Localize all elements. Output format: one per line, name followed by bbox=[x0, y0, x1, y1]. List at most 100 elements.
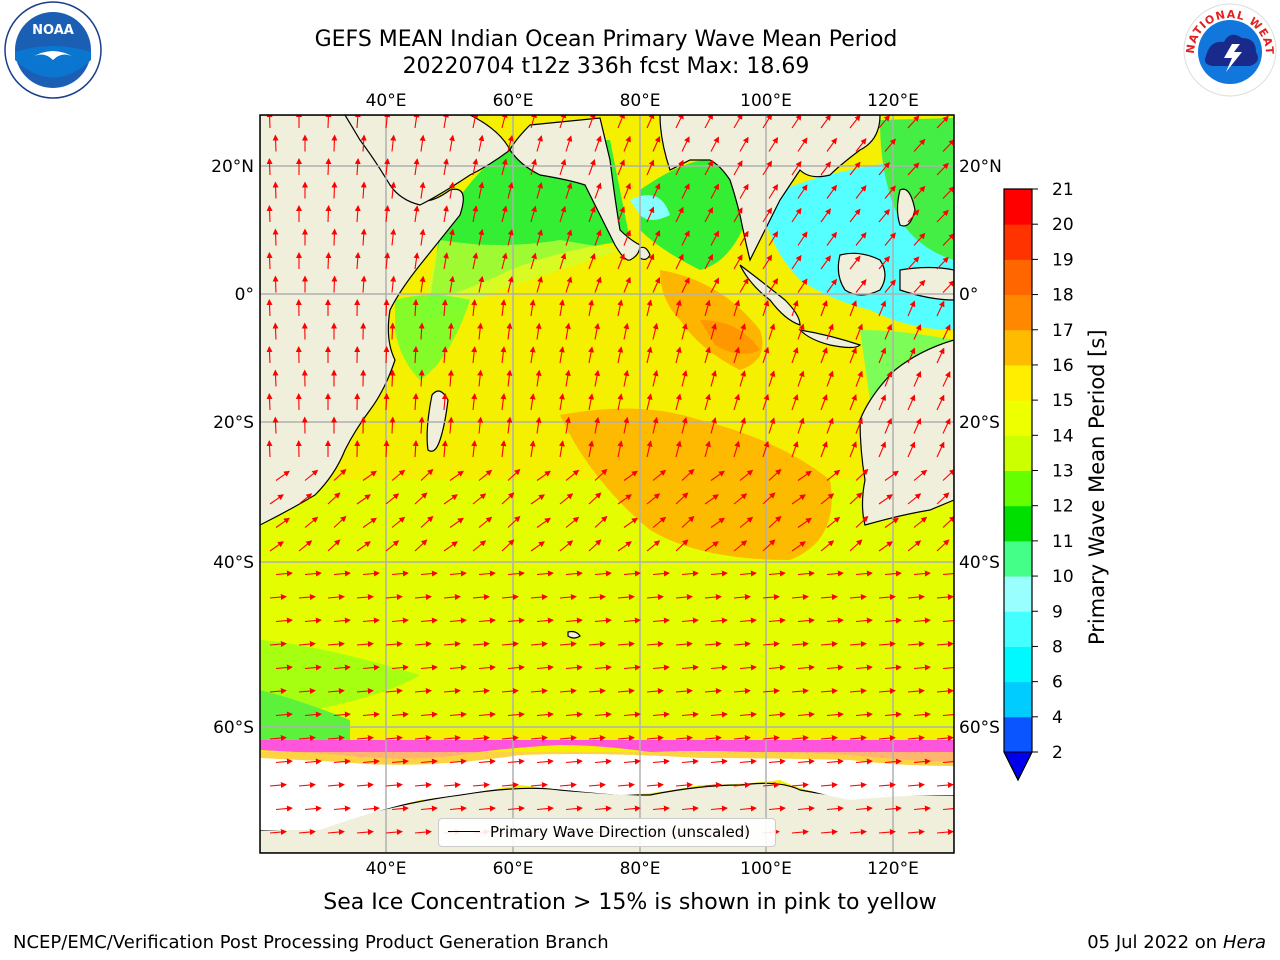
wave-direction-arrow bbox=[820, 300, 828, 317]
wave-direction-arrow bbox=[414, 782, 432, 789]
wave-direction-arrow bbox=[420, 664, 438, 671]
wave-direction-arrow bbox=[623, 758, 641, 765]
wave-direction-arrow bbox=[304, 617, 322, 624]
wave-direction-arrow bbox=[565, 570, 583, 577]
wave-direction-arrow bbox=[391, 805, 409, 812]
wave-direction-arrow bbox=[768, 570, 786, 577]
wave-direction-arrow bbox=[826, 664, 844, 671]
wave-direction-arrow bbox=[266, 440, 273, 458]
wave-direction-arrow bbox=[826, 805, 844, 812]
wave-direction-arrow bbox=[420, 805, 438, 812]
wave-direction-arrow bbox=[617, 494, 632, 505]
wave-direction-arrow bbox=[472, 493, 487, 505]
wave-direction-arrow bbox=[449, 711, 467, 718]
wave-direction-arrow bbox=[588, 594, 606, 601]
wave-direction-arrow bbox=[768, 758, 786, 765]
wave-direction-arrow bbox=[907, 688, 925, 695]
wave-direction-arrow bbox=[913, 370, 922, 387]
colorbar-segment bbox=[1004, 224, 1032, 260]
wave-direction-arrow bbox=[414, 688, 432, 695]
wave-direction-arrow bbox=[275, 664, 293, 671]
wave-direction-arrow bbox=[588, 393, 595, 411]
wave-direction-arrow bbox=[907, 209, 920, 223]
wave-direction-arrow bbox=[681, 711, 699, 718]
lat-label-right: 60°S bbox=[959, 718, 1000, 738]
colorbar-tick-label: 16 bbox=[1052, 356, 1074, 376]
wave-direction-arrow bbox=[936, 641, 954, 648]
wave-direction-arrow bbox=[768, 417, 776, 434]
wave-direction-arrow bbox=[412, 299, 419, 317]
wave-direction-arrow bbox=[501, 688, 519, 695]
colorbar-tick-label: 19 bbox=[1052, 250, 1074, 270]
wave-direction-arrow bbox=[298, 829, 316, 836]
wave-direction-arrow bbox=[327, 829, 345, 836]
wave-direction-arrow bbox=[362, 758, 380, 765]
wave-direction-arrow bbox=[327, 782, 345, 789]
wave-direction-arrow bbox=[442, 205, 449, 223]
wave-direction-arrow bbox=[913, 664, 931, 671]
legend-label: Primary Wave Direction (unscaled) bbox=[490, 823, 751, 841]
wave-direction-arrow bbox=[826, 231, 837, 246]
colorbar-segment bbox=[1004, 435, 1032, 471]
wave-direction-arrow bbox=[588, 641, 606, 648]
wave-direction-arrow bbox=[675, 299, 682, 317]
wave-direction-arrow bbox=[733, 254, 743, 270]
wave-direction-arrow bbox=[617, 299, 624, 317]
wave-direction-arrow bbox=[420, 468, 434, 481]
wave-direction-arrow bbox=[768, 711, 786, 718]
wave-direction-arrow bbox=[652, 229, 661, 246]
wave-direction-arrow bbox=[762, 346, 770, 364]
wave-direction-arrow bbox=[878, 161, 890, 176]
wave-direction-arrow bbox=[558, 440, 565, 458]
wave-direction-arrow bbox=[331, 134, 338, 152]
wave-direction-arrow bbox=[478, 711, 496, 718]
wave-direction-arrow bbox=[907, 594, 925, 601]
wave-direction-arrow bbox=[849, 394, 857, 411]
wave-direction-arrow bbox=[797, 617, 815, 624]
wave-direction-arrow bbox=[797, 370, 805, 387]
wave-direction-arrow bbox=[652, 276, 661, 293]
wave-direction-arrow bbox=[530, 782, 548, 789]
colorbar-label: Primary Wave Mean Period [s] bbox=[1085, 329, 1109, 645]
wave-direction-arrow bbox=[565, 182, 573, 199]
wave-direction-arrow bbox=[414, 735, 432, 742]
wave-direction-arrow bbox=[623, 805, 641, 812]
wave-direction-arrow bbox=[936, 394, 945, 411]
wave-direction-arrow bbox=[617, 541, 632, 552]
wave-direction-arrow bbox=[739, 805, 757, 812]
wave-direction-arrow bbox=[594, 322, 601, 340]
wave-direction-arrow bbox=[820, 540, 835, 552]
wave-direction-arrow bbox=[884, 805, 902, 812]
wave-direction-arrow bbox=[325, 252, 332, 270]
wave-direction-arrow bbox=[471, 346, 478, 364]
wave-direction-arrow bbox=[472, 115, 479, 129]
wave-direction-arrow bbox=[327, 539, 341, 552]
wave-direction-arrow bbox=[507, 182, 514, 199]
wave-direction-arrow bbox=[385, 493, 400, 505]
wave-direction-arrow bbox=[623, 570, 641, 577]
wave-direction-arrow bbox=[442, 252, 449, 270]
wave-direction-arrow bbox=[478, 617, 496, 624]
colorbar-segment bbox=[1004, 505, 1032, 542]
wave-direction-arrow bbox=[646, 641, 664, 648]
wave-direction-arrow bbox=[356, 594, 374, 601]
wave-direction-arrow bbox=[507, 617, 525, 624]
wave-direction-arrow bbox=[327, 594, 345, 601]
wave-direction-arrow bbox=[529, 393, 536, 411]
colorbar-frame bbox=[1003, 188, 1033, 782]
wave-direction-arrow bbox=[331, 275, 338, 293]
wave-direction-arrow bbox=[385, 540, 400, 552]
wave-direction-arrow bbox=[878, 594, 896, 601]
wave-direction-arrow bbox=[907, 782, 925, 789]
wave-direction-arrow bbox=[884, 370, 893, 387]
wave-direction-arrow bbox=[855, 758, 873, 765]
wave-direction-arrow bbox=[907, 115, 920, 129]
wave-direction-arrow bbox=[704, 494, 719, 505]
wave-direction-arrow bbox=[269, 641, 287, 648]
wave-direction-arrow bbox=[826, 417, 834, 434]
wave-direction-arrow bbox=[849, 492, 863, 505]
wave-direction-arrow bbox=[913, 711, 931, 718]
wave-direction-arrow bbox=[559, 641, 577, 648]
wave-direction-arrow bbox=[878, 541, 893, 552]
wave-direction-arrow bbox=[623, 276, 631, 293]
